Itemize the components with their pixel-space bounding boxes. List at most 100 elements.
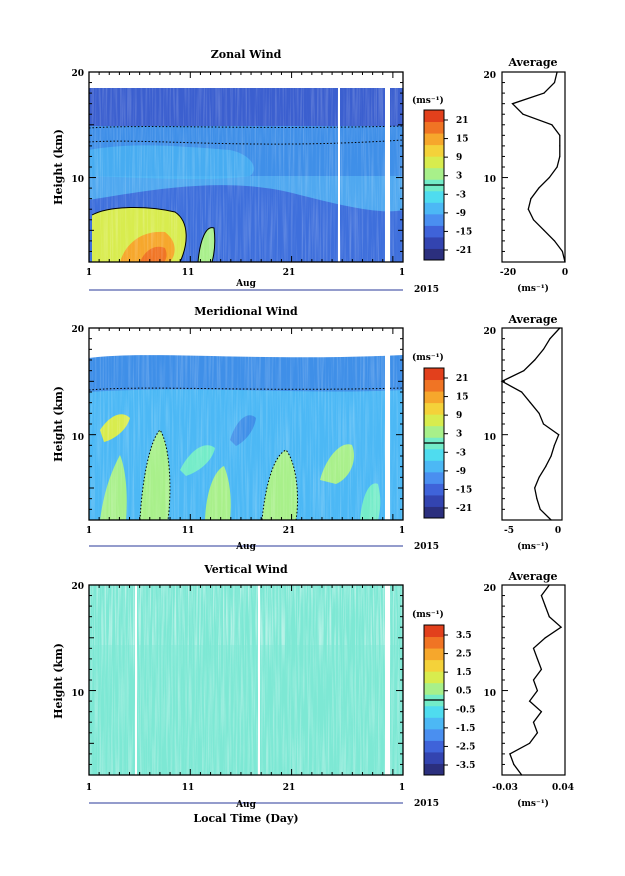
meridional-colorbar-tick: -21 xyxy=(456,504,472,514)
meridional-avg-profile-point xyxy=(539,508,541,510)
vertical-avg-y-10: 10 xyxy=(483,689,496,699)
meridional-colorbar-swatch xyxy=(424,483,444,496)
zonal-colorbar-swatch xyxy=(424,225,444,238)
meridional-cb-unit: (ms⁻¹) xyxy=(412,352,444,363)
meridional-y-tick-10: 10 xyxy=(71,433,84,443)
meridional-y-tick-20: 20 xyxy=(71,325,84,335)
vertical-colorbar-swatch xyxy=(424,717,444,730)
zonal-avg-profile-point xyxy=(543,229,545,231)
meridional-avg-profile-point xyxy=(536,498,538,500)
meridional-avg-profile-line xyxy=(500,327,561,521)
meridional-avg-profile-point xyxy=(559,327,561,329)
vertical-colorbar-swatch xyxy=(424,648,444,661)
meridional-y-label: Height (km) xyxy=(52,386,65,462)
zonal-avg-frame xyxy=(501,71,566,263)
vertical-y-tick-20: 20 xyxy=(71,582,84,592)
vertical-avg-profile-point xyxy=(513,763,515,766)
vertical-colorbar-tick: -0.5 xyxy=(456,705,475,715)
vertical-x-tick-1: 1 xyxy=(86,783,92,793)
zonal-colorbar-tick: 3 xyxy=(456,172,462,182)
zonal-heatmap xyxy=(88,72,404,263)
zonal-avg-tick-2: 0 xyxy=(562,268,568,278)
zonal-x-tick-2: 11 xyxy=(182,268,195,278)
zonal-avg-title: Average xyxy=(507,56,557,69)
zonal-avg-profile-point xyxy=(553,240,556,242)
zonal-colorbar-swatch xyxy=(424,110,444,123)
zonal-avg-unit: (ms⁻¹) xyxy=(517,283,549,294)
vertical-colorbar-tick: 2.5 xyxy=(456,650,472,660)
zonal-month-label: Aug xyxy=(235,279,257,289)
zonal-colorbar-swatch xyxy=(424,133,444,146)
vertical-year-label: 2015 xyxy=(414,799,439,809)
zonal-x-tick-3: 21 xyxy=(283,268,296,278)
meridional-avg-tick-2: 0 xyxy=(555,526,561,536)
zonal-colorbar-swatch xyxy=(424,213,444,226)
zonal-avg-profile-point xyxy=(527,208,529,210)
vertical-avg-profile-line xyxy=(509,584,563,776)
meridional-colorbar-swatch xyxy=(424,494,444,507)
meridional-colorbar-swatch xyxy=(424,402,444,415)
zonal-colorbar-swatch xyxy=(424,121,444,134)
zonal-colorbar-tick: -3 xyxy=(456,190,466,200)
meridional-colorbar-tick: -3 xyxy=(456,448,466,458)
meridional-x-tick-1: 1 xyxy=(86,526,92,536)
zonal-colorbar-tick: -15 xyxy=(456,227,472,237)
vertical-colorbar-swatch xyxy=(424,636,444,649)
zonal-wind-panel: Zonal Wind 1 11 21 1 20 10 H xyxy=(52,48,568,295)
zonal-colorbar-tick: -21 xyxy=(456,246,472,256)
zonal-x-tick-4: 1 xyxy=(399,268,405,278)
zonal-title: Zonal Wind xyxy=(211,48,282,61)
zonal-colorbar-swatch xyxy=(424,202,444,215)
vertical-title: Vertical Wind xyxy=(203,563,288,576)
meridional-colorbar-tick: 9 xyxy=(456,411,462,421)
vertical-y-label: Height (km) xyxy=(52,643,65,719)
vertical-colorbar-tick: 0.5 xyxy=(456,687,472,697)
meridional-colorbar-swatch xyxy=(424,368,444,381)
zonal-avg-profile-point xyxy=(561,250,563,253)
zonal-avg-tick-1: -20 xyxy=(500,268,516,278)
vertical-heatmap xyxy=(89,585,403,778)
meridional-colorbar-tick: 3 xyxy=(456,430,462,440)
vertical-avg-profile-point xyxy=(544,605,546,607)
zonal-y-tick-10: 10 xyxy=(71,175,84,185)
vertical-y-tick-10: 10 xyxy=(71,689,84,699)
vertical-colorbar-tick: -1.5 xyxy=(456,724,475,734)
zonal-colorbar-swatch xyxy=(424,144,444,157)
vertical-avg-profile-point xyxy=(532,679,535,681)
vertical-avg-profile-point xyxy=(540,668,542,671)
zonal-colorbar-tick: 9 xyxy=(456,153,462,163)
meridional-avg-profile-point xyxy=(529,402,531,404)
vertical-avg-profile-point xyxy=(548,584,550,586)
zonal-avg-profile-point xyxy=(559,145,561,147)
vertical-colorbar-swatch xyxy=(424,682,444,695)
vertical-avg-profile-point xyxy=(509,753,511,755)
vertical-avg-profile-point xyxy=(521,774,523,776)
meridional-avg-frame xyxy=(501,327,563,521)
zonal-year-label: 2015 xyxy=(414,285,439,295)
zonal-avg-y-10: 10 xyxy=(483,175,496,185)
meridional-colorbar-swatch xyxy=(424,460,444,473)
vertical-colorbar-swatch xyxy=(424,625,444,638)
meridional-colorbar-swatch xyxy=(424,425,444,438)
meridional-colorbar-swatch xyxy=(424,414,444,427)
vertical-avg-unit: (ms⁻¹) xyxy=(517,798,549,809)
vertical-wind-panel: Vertical Wind 1 11 21 1 20 10 Height (km… xyxy=(52,563,574,825)
meridional-colorbar-tick: 21 xyxy=(456,374,469,384)
meridional-colorbar-tick: 15 xyxy=(456,393,469,403)
meridional-avg-profile-point xyxy=(521,391,523,393)
zonal-colorbar-tick: 15 xyxy=(456,135,469,145)
vertical-avg-profile-point xyxy=(536,732,539,734)
zonal-cb-unit: (ms⁻¹) xyxy=(412,95,444,106)
meridional-avg-profile-point xyxy=(523,370,525,372)
vertical-avg-tick-2: 0.04 xyxy=(552,783,574,793)
vertical-colorbar-swatch xyxy=(424,671,444,684)
vertical-x-tick-4: 1 xyxy=(399,783,405,793)
meridional-avg-profile-point xyxy=(550,455,552,457)
meridional-month-label: Aug xyxy=(235,542,257,552)
vertical-avg-profile-point xyxy=(560,626,562,628)
meridional-colorbar-tick: -9 xyxy=(456,467,466,477)
vertical-avg-title: Average xyxy=(507,570,557,583)
meridional-heatmap xyxy=(88,328,404,521)
meridional-avg-profile-point xyxy=(538,412,540,414)
